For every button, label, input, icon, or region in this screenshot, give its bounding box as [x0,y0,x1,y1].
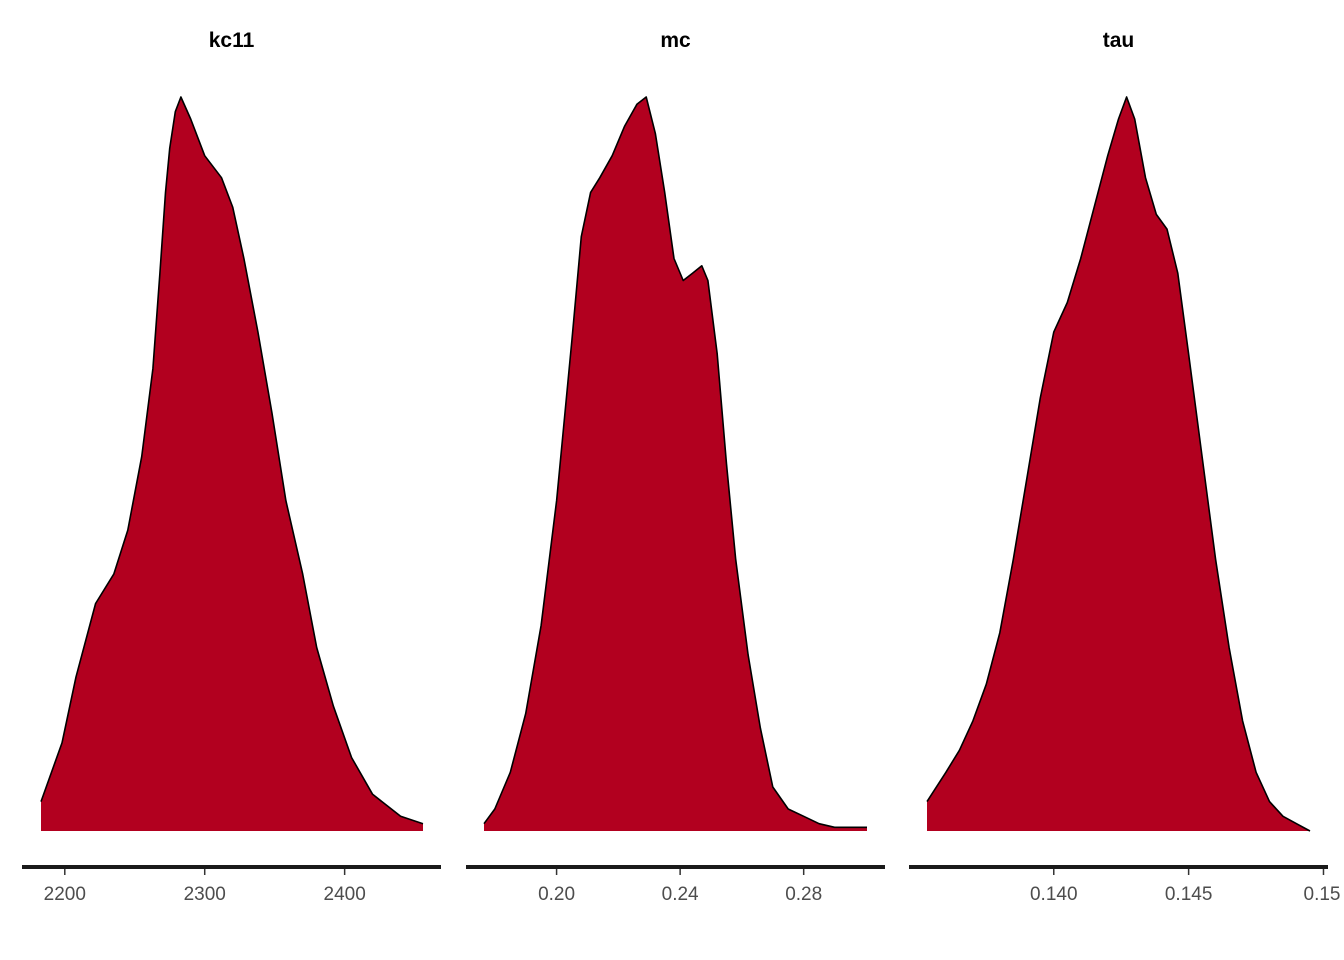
panel-title-kc11: kc11 [209,29,255,52]
density-outline-tau [926,96,1311,832]
tick-mark-tau-0.150: 0.15 [1304,869,1341,905]
density-area-mc [484,97,867,831]
panel-title-mc: mc [660,29,691,52]
panel-tau: tau 0.140 0.145 0.15 [909,29,1340,905]
density-outline-mc [483,96,867,829]
panel-title-tau: tau [1103,29,1135,52]
density-area-kc11 [41,97,423,831]
tick-label-mc-0.28: 0.28 [785,884,822,905]
density-outline-kc11 [40,96,424,825]
tick-mark-mc-0.20: 0.20 [538,869,575,905]
tick-mark-tau-0.140: 0.140 [1030,869,1078,905]
tick-label-mc-0.20: 0.20 [538,884,575,905]
tick-mark-mc-0.24: 0.24 [662,869,699,905]
tick-label-kc11-2300: 2300 [184,884,226,905]
panel-kc11: kc11 2200 2300 2400 [22,29,441,905]
tick-label-tau-0.145: 0.145 [1165,884,1213,905]
tick-label-kc11-2400: 2400 [324,884,366,905]
tick-label-tau-0.140: 0.140 [1030,884,1078,905]
tick-label-kc11-2200: 2200 [44,884,86,905]
panel-mc: mc 0.20 0.24 0.28 [466,29,885,905]
tick-mark-kc11-2200: 2200 [44,869,86,905]
density-area-tau [927,97,1310,831]
tick-label-mc-0.24: 0.24 [662,884,699,905]
tick-mark-kc11-2300: 2300 [184,869,226,905]
tick-mark-mc-0.28: 0.28 [785,869,822,905]
tick-label-tau-0.150: 0.15 [1304,884,1341,905]
tick-mark-kc11-2400: 2400 [324,869,366,905]
tick-mark-tau-0.145: 0.145 [1165,869,1213,905]
